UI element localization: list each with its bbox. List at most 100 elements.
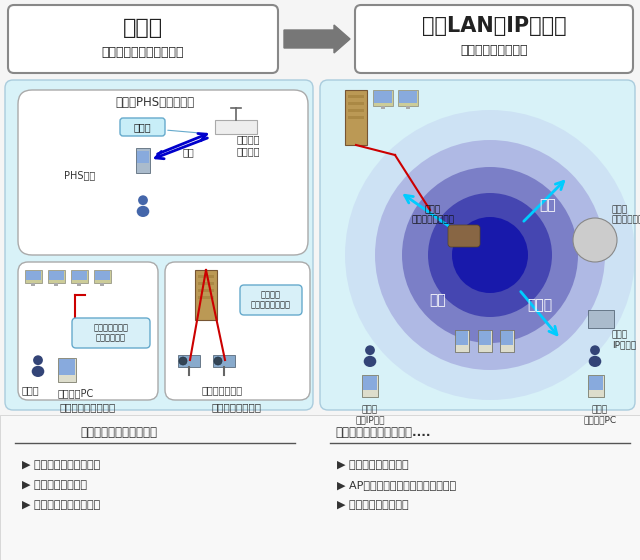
Text: ▶ 非効率な通信インフラ: ▶ 非効率な通信インフラ	[22, 460, 100, 470]
Ellipse shape	[137, 206, 149, 217]
Bar	[588, 375, 604, 397]
Bar	[588, 310, 614, 328]
Text: 各システムが独立に稼働: 各システムが独立に稼働	[80, 426, 157, 438]
Text: ▶ 通信インフラの共有: ▶ 通信インフラの共有	[337, 460, 408, 470]
Bar	[348, 116, 364, 119]
Bar	[456, 331, 468, 345]
Text: 制御室に戻って
接続（有線）: 制御室に戻って 接続（有線）	[93, 323, 129, 343]
Circle shape	[375, 140, 605, 370]
Bar	[345, 90, 367, 145]
Bar	[49, 271, 64, 280]
Text: 音声: 音声	[429, 293, 446, 307]
Bar	[362, 375, 378, 397]
Text: 防爆型
携帯IP電話: 防爆型 携帯IP電話	[355, 405, 385, 424]
Bar	[48, 270, 65, 283]
Text: 防爆型
IPカメラ: 防爆型 IPカメラ	[612, 330, 636, 349]
Text: 画像: 画像	[540, 198, 556, 212]
FancyBboxPatch shape	[8, 5, 278, 73]
Bar	[198, 296, 214, 299]
Bar	[589, 376, 603, 390]
Bar	[479, 331, 491, 345]
Bar	[100, 283, 104, 286]
Bar	[198, 289, 214, 292]
Ellipse shape	[364, 356, 376, 367]
Bar	[136, 148, 150, 173]
Text: ▶ システムの拡張が困難: ▶ システムの拡張が困難	[22, 500, 100, 510]
Bar	[348, 95, 364, 98]
Bar	[213, 355, 235, 367]
Bar	[94, 270, 111, 283]
Text: 通話（PHS）システム: 通話（PHS）システム	[115, 96, 195, 110]
Text: 防爆型
アクセスポイント: 防爆型 アクセスポイント	[611, 206, 640, 225]
Text: 各システムが独立に稼働: 各システムが独立に稼働	[102, 46, 184, 59]
Bar	[363, 376, 377, 390]
Bar	[59, 359, 75, 375]
Bar	[95, 271, 110, 280]
FancyBboxPatch shape	[448, 225, 480, 247]
Circle shape	[402, 167, 578, 343]
FancyArrow shape	[284, 25, 350, 53]
FancyBboxPatch shape	[355, 5, 633, 73]
Bar	[198, 275, 214, 278]
Text: 無線LAN（IP）化後: 無線LAN（IP）化後	[422, 16, 566, 36]
Circle shape	[179, 357, 187, 365]
Text: 無　線: 無 線	[133, 122, 151, 132]
Bar	[399, 91, 417, 103]
Circle shape	[452, 217, 528, 293]
Bar	[500, 330, 514, 352]
Text: 画像監視システム: 画像監視システム	[212, 402, 262, 412]
Text: ▶ 他システムとの連携: ▶ 他システムとの連携	[337, 500, 408, 510]
Bar	[72, 271, 87, 280]
Text: 音声: 音声	[182, 147, 194, 157]
Circle shape	[138, 195, 148, 205]
Text: アナログカメラ: アナログカメラ	[202, 385, 243, 395]
Bar	[373, 90, 393, 106]
Circle shape	[345, 110, 635, 400]
Text: 防爆型
モバイルPC: 防爆型 モバイルPC	[584, 405, 616, 424]
Bar	[381, 106, 385, 109]
FancyBboxPatch shape	[120, 118, 165, 136]
Bar	[501, 331, 513, 345]
Bar	[406, 106, 410, 109]
Bar	[0, 415, 640, 560]
Bar	[178, 355, 200, 367]
Text: ▶ 非効率な情報管理: ▶ 非効率な情報管理	[22, 480, 87, 490]
FancyBboxPatch shape	[72, 318, 150, 348]
Bar	[137, 151, 149, 163]
FancyBboxPatch shape	[18, 90, 308, 255]
Bar	[198, 282, 214, 285]
Bar	[455, 330, 469, 352]
Circle shape	[590, 346, 600, 355]
Ellipse shape	[589, 356, 602, 367]
Text: 現　状: 現 状	[123, 18, 163, 38]
Circle shape	[573, 218, 617, 262]
Bar	[348, 102, 364, 105]
FancyBboxPatch shape	[165, 262, 310, 400]
FancyBboxPatch shape	[5, 80, 313, 410]
Bar	[71, 270, 88, 283]
Bar	[398, 90, 418, 106]
FancyBboxPatch shape	[18, 262, 158, 400]
Bar	[58, 358, 76, 382]
Bar	[31, 283, 35, 286]
Bar	[25, 270, 42, 283]
Circle shape	[33, 355, 43, 365]
Text: 有線接続
（同軸ケーブル）: 有線接続 （同軸ケーブル）	[251, 290, 291, 310]
Bar	[348, 109, 364, 112]
FancyBboxPatch shape	[240, 285, 302, 315]
Text: 各システムの統合化: 各システムの統合化	[460, 44, 528, 57]
Bar	[77, 283, 81, 286]
Bar	[374, 91, 392, 103]
Text: 各システムの統合化とは....: 各システムの統合化とは....	[335, 426, 431, 438]
Ellipse shape	[32, 366, 44, 377]
Bar	[478, 330, 492, 352]
Text: ▶ APの共有（全システムの無線化）: ▶ APの共有（全システムの無線化）	[337, 480, 456, 490]
Bar	[215, 120, 257, 134]
Text: データ: データ	[527, 298, 552, 312]
Bar	[26, 271, 41, 280]
Circle shape	[365, 346, 375, 355]
Bar	[195, 270, 217, 320]
Text: アクセス
ポイント: アクセス ポイント	[236, 134, 260, 156]
FancyBboxPatch shape	[320, 80, 635, 410]
Circle shape	[214, 357, 222, 365]
